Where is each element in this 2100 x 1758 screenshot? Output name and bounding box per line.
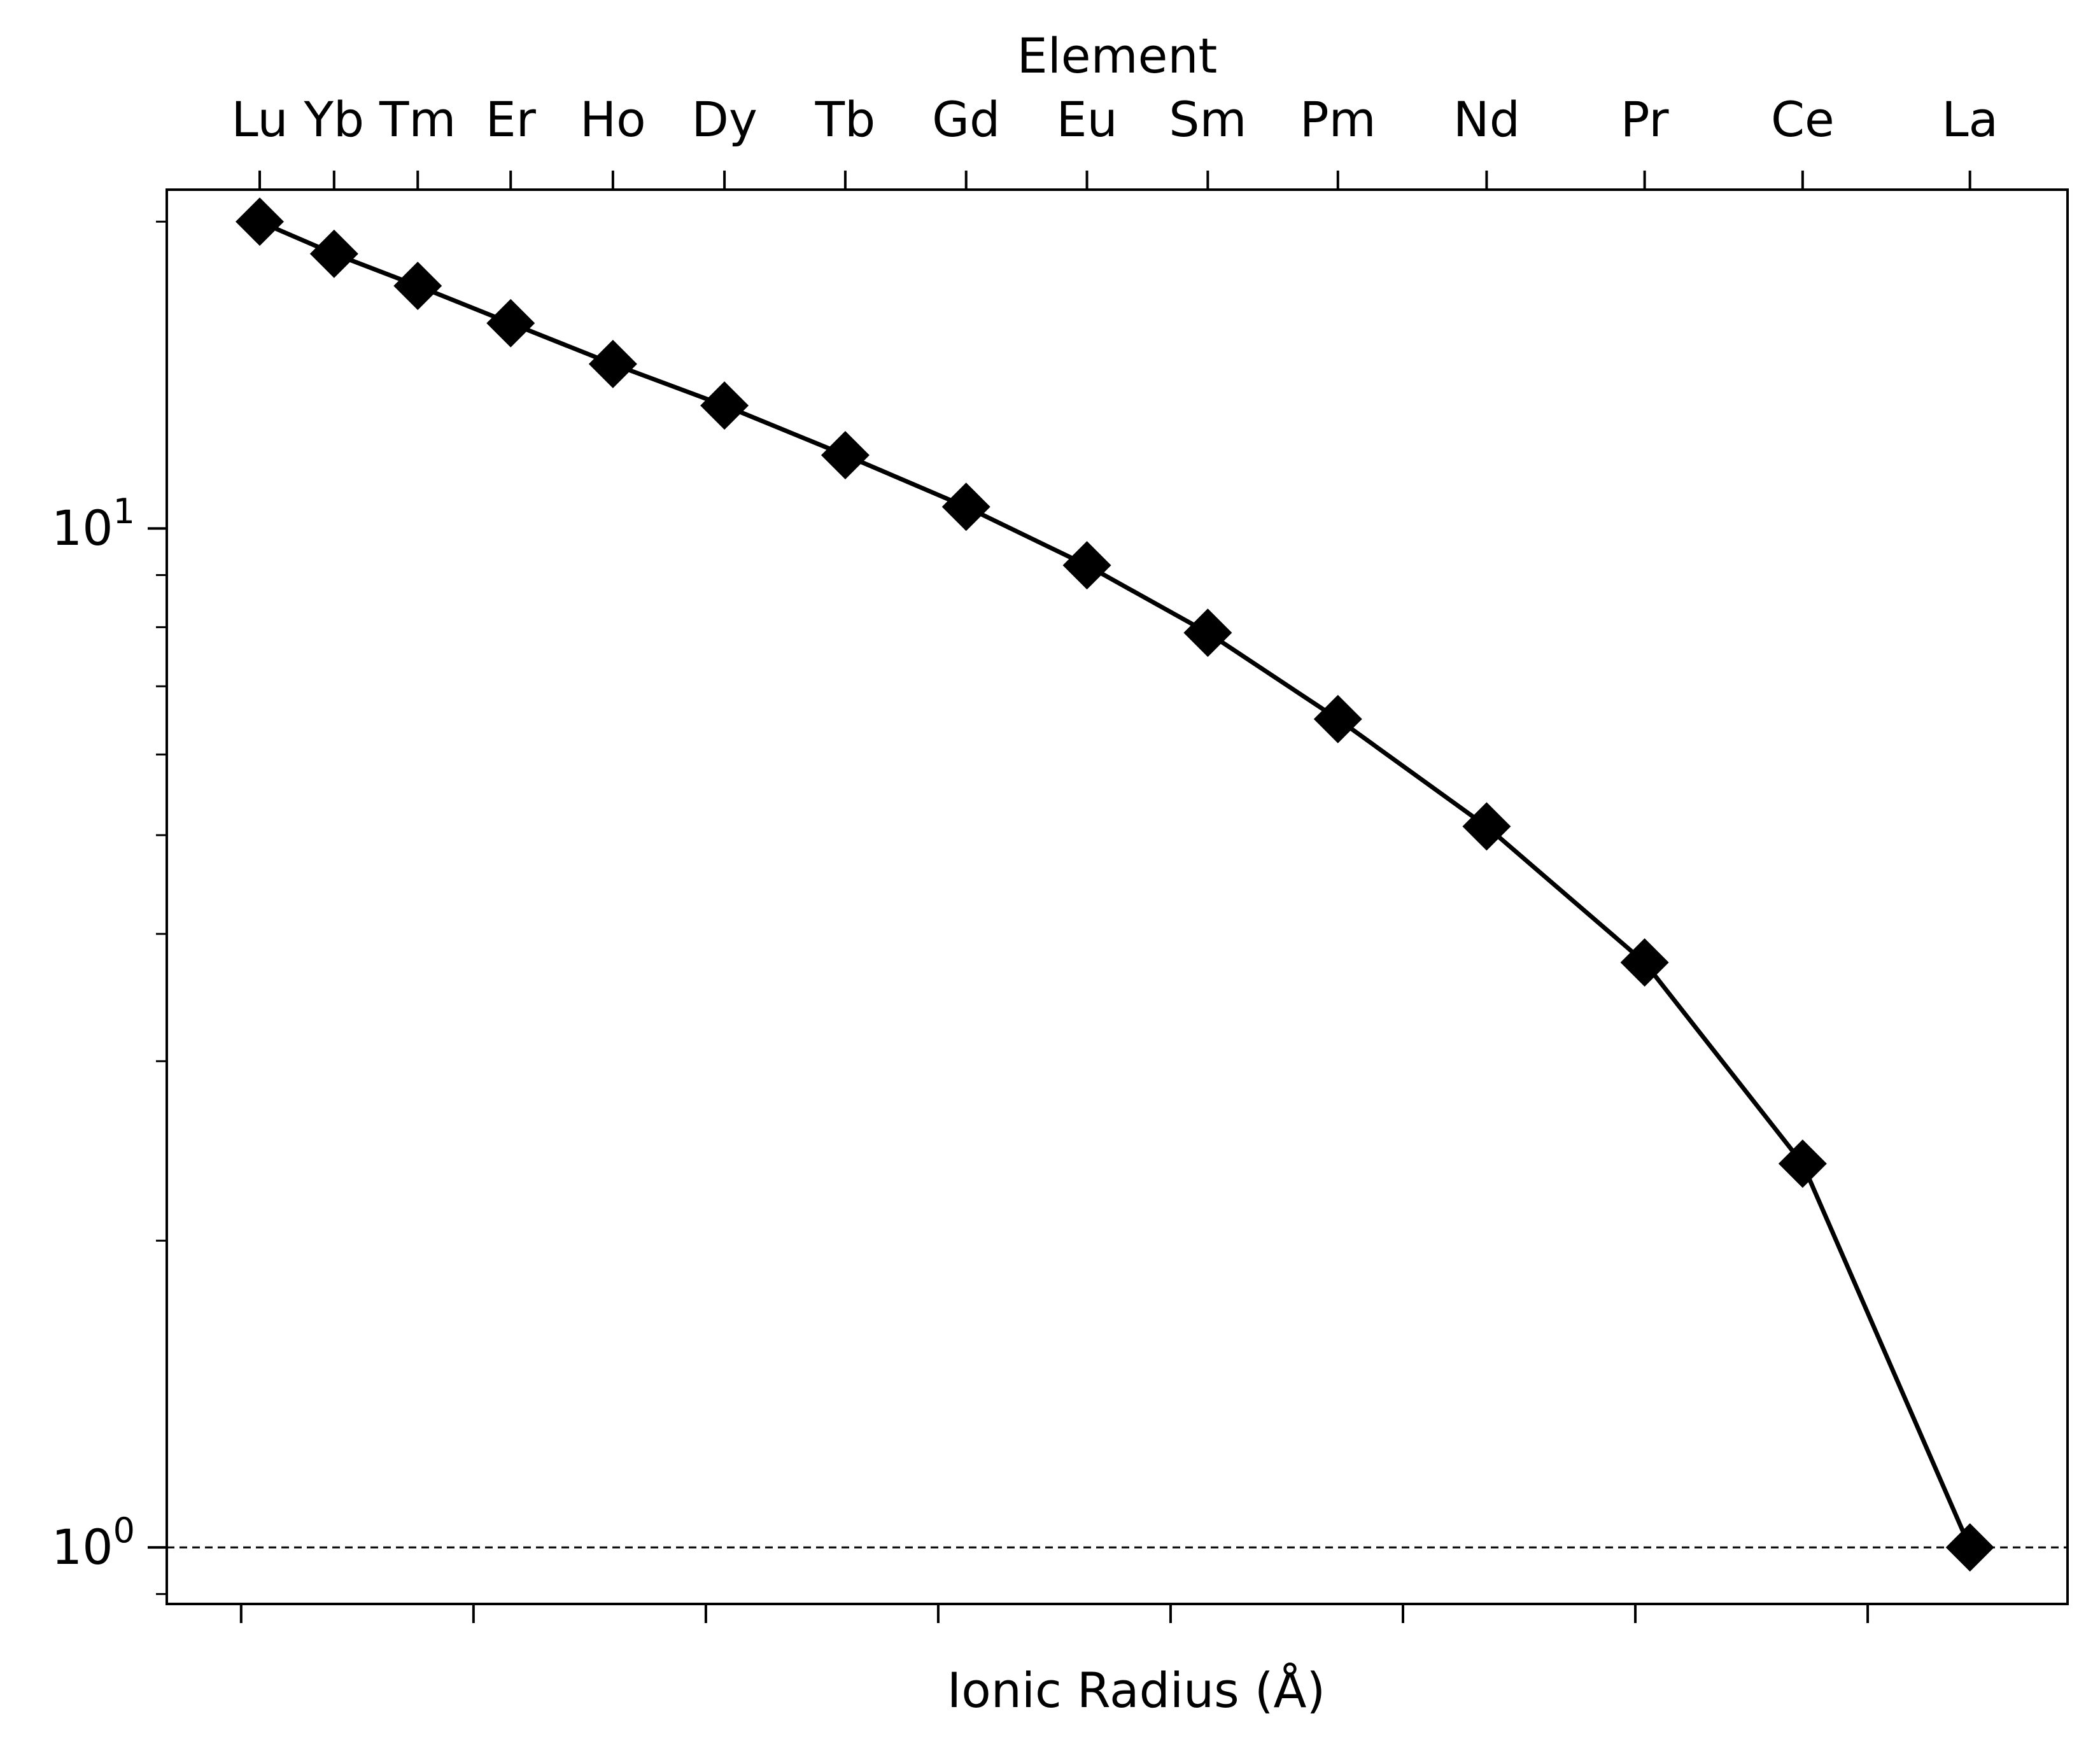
top-tick-label-la: La <box>1941 91 1998 148</box>
y-tick-label-base: 10 <box>52 1519 113 1575</box>
y-tick-label-1: 100 <box>52 1510 135 1575</box>
top-tick-label-tm: Tm <box>379 91 456 148</box>
top-tick-label-lu: Lu <box>231 91 288 148</box>
data-point-ho <box>588 339 637 388</box>
data-point-pr <box>1620 938 1669 987</box>
top-tick-label-dy: Dy <box>691 91 758 148</box>
data-point-tb <box>821 431 870 480</box>
data-point-ce <box>1778 1139 1827 1188</box>
data-point-yb <box>309 229 358 278</box>
data-point-lu <box>236 197 285 246</box>
top-tick-label-er: Er <box>486 91 537 148</box>
data-point-la <box>1945 1523 1994 1572</box>
top-tick-label-ce: Ce <box>1771 91 1835 148</box>
top-tick-label-pr: Pr <box>1621 91 1669 148</box>
top-tick-label-tb: Tb <box>815 91 876 148</box>
data-point-tm <box>393 262 442 311</box>
top-tick-label-yb: Yb <box>303 91 364 148</box>
top-tick-label-sm: Sm <box>1169 91 1246 148</box>
top-tick-label-pm: Pm <box>1300 91 1376 148</box>
top-tick-label-ho: Ho <box>580 91 646 148</box>
y-tick-label-base: 10 <box>52 500 113 556</box>
data-point-sm <box>1183 608 1232 657</box>
plot-frame <box>166 188 2069 1605</box>
data-point-gd <box>941 482 990 531</box>
data-point-dy <box>700 381 749 430</box>
y-tick-label-exponent: 0 <box>113 1510 135 1551</box>
top-tick-label-eu: Eu <box>1056 91 1117 148</box>
data-point-eu <box>1062 541 1111 590</box>
top-tick-label-nd: Nd <box>1453 91 1520 148</box>
top-axis-title: Element <box>1017 27 1218 84</box>
data-point-nd <box>1462 802 1511 851</box>
x-axis-title: Ionic Radius (Å) <box>947 1662 1325 1719</box>
top-tick-label-gd: Gd <box>932 91 1000 148</box>
y-tick-label-exponent: 1 <box>113 491 135 531</box>
data-point-pm <box>1313 694 1362 743</box>
y-tick-label-10: 101 <box>52 491 135 556</box>
data-point-er <box>486 299 535 348</box>
